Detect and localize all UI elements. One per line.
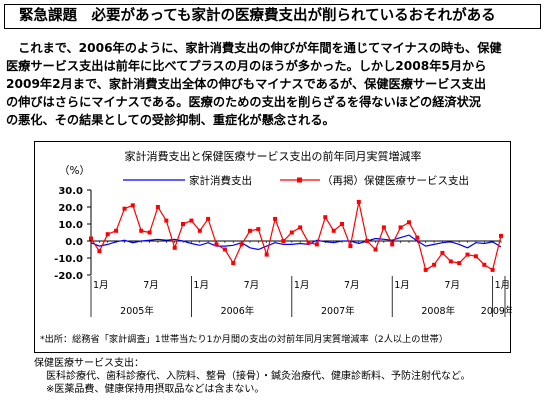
data-point-health [281,239,286,243]
data-point-health [415,235,420,240]
y-axis-label: （%） [59,165,90,177]
y-tick-label: -20.0 [54,271,83,282]
x-month-label: 1月 [394,280,410,291]
x-month-label: 7月 [143,280,159,291]
x-month-label: 7月 [444,280,460,291]
x-month-label: 1月 [93,280,109,291]
body-line: これまで、2006年のように、家計消費支出の伸びが年間を通じてマイナスの時も、保… [6,41,502,55]
data-point-health [231,261,236,266]
data-point-health [298,225,303,230]
data-point-health [206,216,211,221]
y-tick-label: 0.0 [65,237,83,248]
body-line: の悪化、その結果としての受診抑制、重症化が懸念される。 [6,113,335,127]
data-point-health [365,239,370,243]
footnote: 保健医療サービス支出： 医科診療代、歯科診療代、入院料、整骨（接骨）・鍼灸治療代… [34,357,471,396]
data-point-health [172,245,177,250]
x-month-label: 7月 [344,280,360,291]
data-point-health [114,228,119,233]
data-point-health [340,222,344,226]
chart-axes: 30.0 20.0 10.0 0.0 -10.0 -20.0 1月 7月 1月 7月 1月 7月 1月 7… [54,186,512,317]
page-title: 緊急課題 必要があっても家計の医療費支出が削られているおそれがある [4,4,541,29]
data-point-health [314,242,319,247]
x-year-label: 2007年 [321,305,355,317]
line-chart: 家計消費支出と保健医療サービス支出の前年同月実質増減率 （%） 家計消費支出 （… [40,149,512,345]
data-point-health [97,249,102,254]
y-tick-label: 20.0 [58,203,83,214]
x-year-label: 2006年 [221,305,255,317]
data-point-health [164,218,169,223]
x-month-label: 7月 [244,280,260,291]
footnote-line: ※医薬品費、健康保持用摂取品などは含まない。 [46,384,265,395]
data-point-health [373,247,378,252]
chart-plot-area [89,199,503,272]
data-point-health [222,247,227,252]
chart-legend: 家計消費支出 （再掲）保健医療サービス支出 [123,174,469,187]
data-point-health [214,242,219,247]
body-line: 2009年2月まで、家計消費支出全体の伸びもマイナスであるが、保健医療サービス支… [6,77,487,91]
data-point-health [423,267,428,272]
chart-panel: 家計消費支出と保健医療サービス支出の前年同月実質増減率 （%） 家計消費支出 （… [34,141,512,353]
data-point-health [155,205,160,209]
data-point-health [331,228,336,233]
legend-marker-health [297,177,302,183]
x-month-label: 1月 [294,280,310,291]
data-point-health [381,225,386,230]
data-point-health [482,262,487,267]
x-year-label: 2005年 [120,305,154,317]
data-point-health [130,203,135,208]
body-paragraph: これまで、2006年のように、家計消費支出の伸びが年間を通じてマイナスの時も、保… [6,39,542,129]
data-point-health [181,222,185,226]
data-point-health [139,228,144,233]
data-point-health [248,228,252,233]
y-tick-label: 10.0 [58,220,83,231]
x-month-label: 1月 [495,280,511,291]
series-line-health [90,201,502,271]
data-point-health [356,199,361,204]
data-point-health [348,244,353,249]
data-point-health [407,220,411,225]
footnote-heading: 保健医療サービス支出： [34,358,144,369]
data-point-health [147,230,152,235]
data-point-health [189,218,194,223]
data-point-health [457,261,462,266]
data-point-health [256,227,261,232]
data-point-health [499,233,503,238]
x-month-label: 1月 [193,280,209,291]
data-point-health [264,252,269,257]
footnote-line: 医科診療代、歯科診療代、入院料、整骨（接骨）・鍼灸治療代、健康診断料、予防注射代… [46,371,471,382]
data-point-health [197,228,202,233]
data-point-health [398,225,403,230]
data-point-health [390,242,395,247]
data-point-health [465,252,470,257]
data-point-health [473,254,478,259]
data-point-health [440,250,445,255]
body-line: の伸びはさらにマイナスである。医療のための支出を削らざるを得ないほどの経済状況 [6,95,481,109]
x-year-label: 2008年 [421,305,455,317]
data-point-health [89,236,93,241]
chart-source-note: *出所：総務省「家計調査」1世帯当たり1か月間の支出の対前年同月実質増減率（2人… [40,333,448,345]
data-point-health [289,230,294,235]
body-line: 医療サービス支出は前年に比べてプラスの月のほうが多かった。しかし2008年5月か… [6,59,487,73]
y-tick-label: 30.0 [58,186,83,197]
data-point-health [490,267,495,272]
chart-title: 家計消費支出と保健医療サービス支出の前年同月実質増減率 [125,149,422,163]
y-tick-label: -10.0 [54,254,83,265]
legend-label-household: 家計消費支出 [189,174,252,187]
data-point-health [105,232,110,237]
series-line-household [90,234,502,251]
data-point-health [323,215,328,220]
legend-label-health: （再掲）保健医療サービス支出 [322,174,469,187]
data-point-health [448,259,453,264]
data-point-health [239,242,244,247]
data-point-health [273,216,278,221]
x-year-label: 2009年 [481,305,512,317]
data-point-health [306,240,311,245]
data-point-health [122,206,127,211]
data-point-health [432,262,437,267]
